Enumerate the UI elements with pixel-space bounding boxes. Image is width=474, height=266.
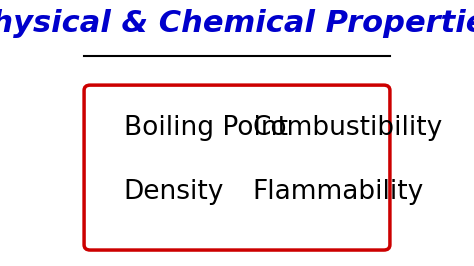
Text: Boiling Point: Boiling Point <box>124 115 288 141</box>
FancyBboxPatch shape <box>84 85 390 250</box>
Text: Density: Density <box>124 178 224 205</box>
Text: Physical & Chemical Properties: Physical & Chemical Properties <box>0 9 474 39</box>
Text: Flammability: Flammability <box>252 178 424 205</box>
Text: Combustibility: Combustibility <box>252 115 443 141</box>
